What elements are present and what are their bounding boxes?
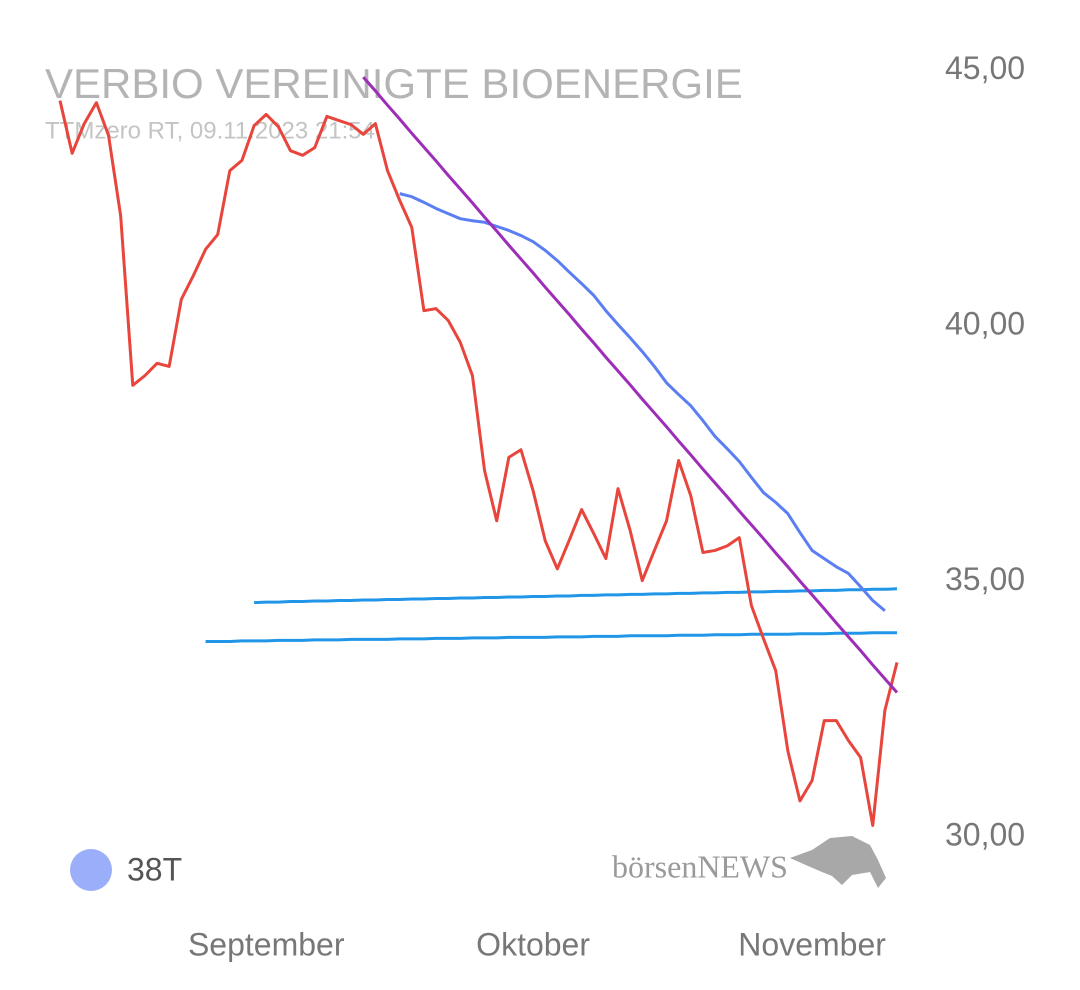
series-line [58, 100, 899, 827]
x-tick-label: November [738, 926, 886, 962]
series-line [362, 76, 899, 694]
series-line [205, 631, 897, 643]
legend-label: 38T [127, 851, 182, 887]
watermark-bull [790, 836, 886, 888]
moving-average-line [399, 192, 886, 612]
y-tick-label: 45,00 [945, 50, 1025, 86]
x-tick-label: September [188, 926, 345, 962]
chart-title: VERBIO VEREINIGTE BIOENERGIE [45, 60, 743, 107]
y-tick-label: 35,00 [945, 561, 1025, 597]
y-tick-label: 30,00 [945, 817, 1025, 853]
y-tick-label: 40,00 [945, 305, 1025, 341]
series-line [254, 587, 898, 605]
x-tick-label: Oktober [476, 926, 590, 962]
watermark: börsenNEWS [612, 848, 788, 884]
legend-marker [70, 849, 112, 891]
